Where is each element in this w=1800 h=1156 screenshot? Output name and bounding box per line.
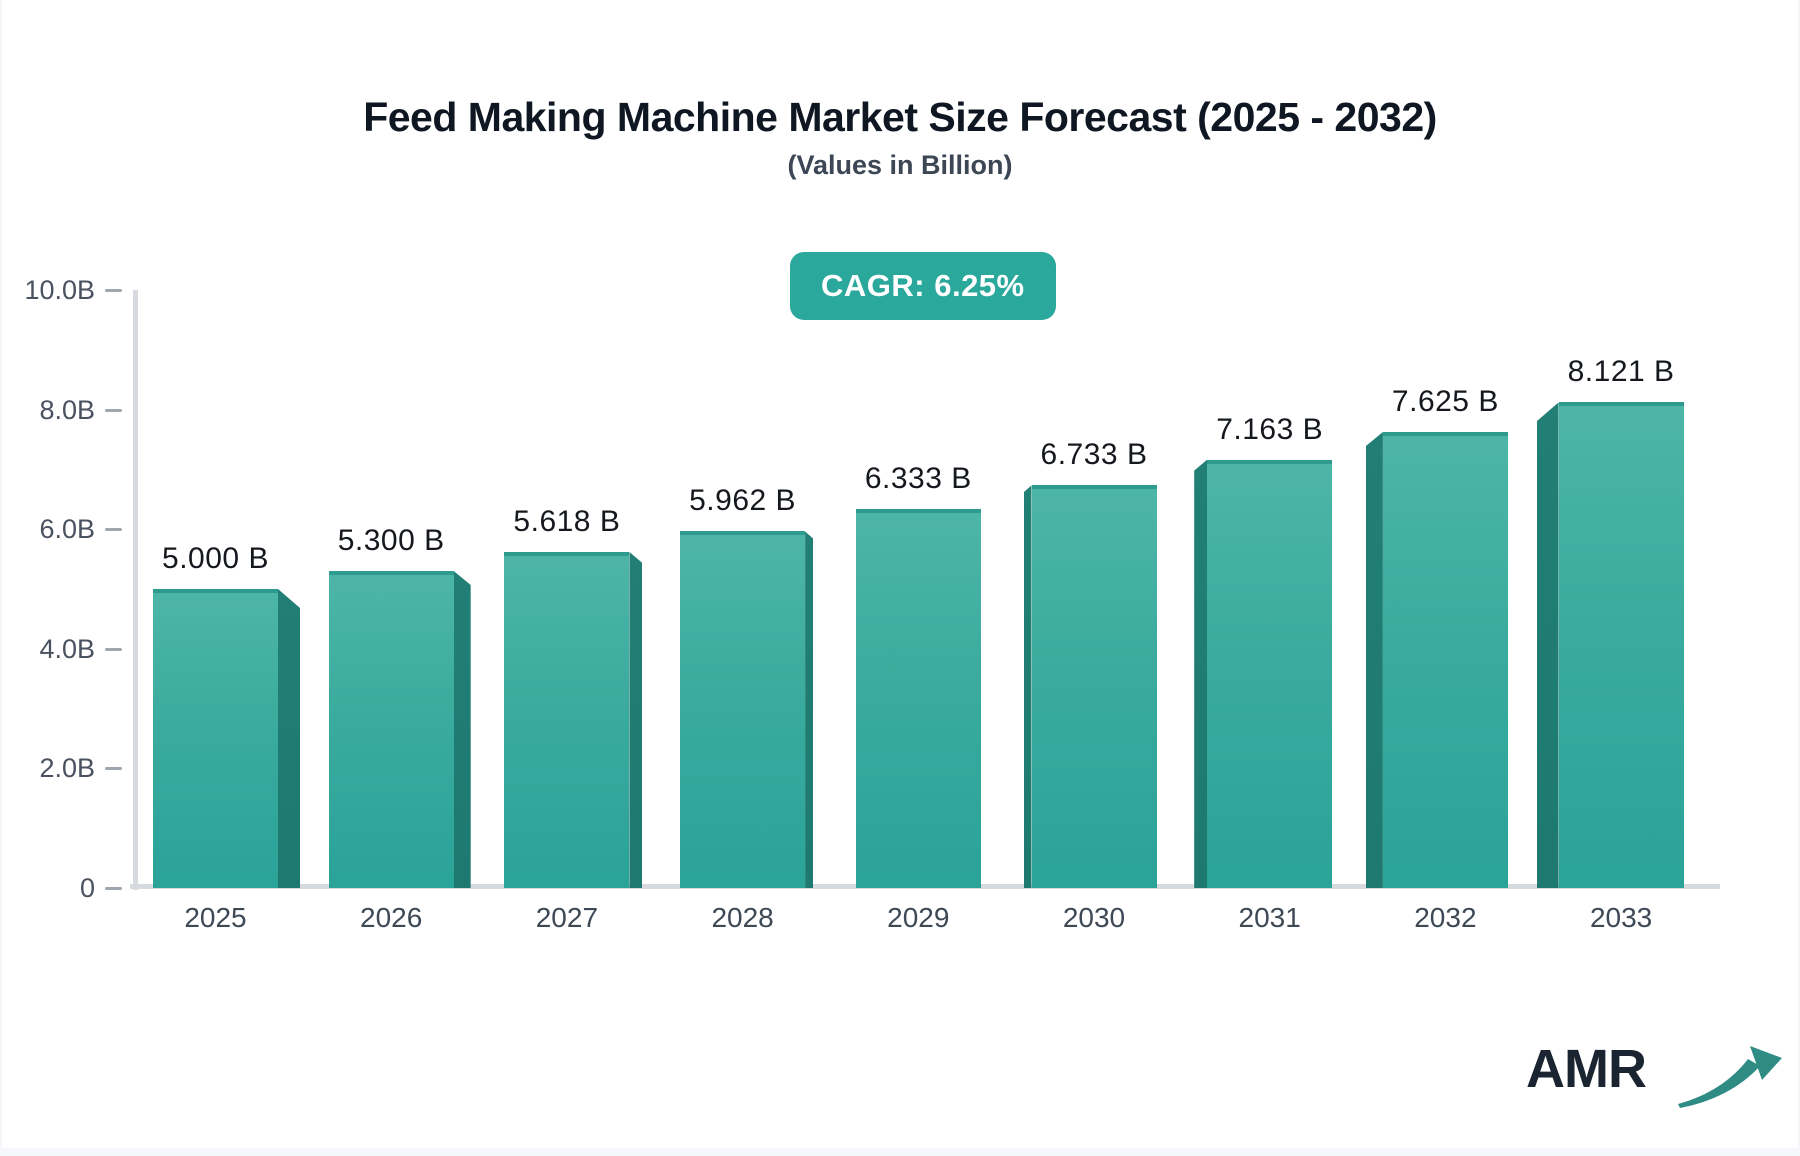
bar-value-label: 5.000 B: [162, 542, 269, 575]
y-tick-dash: [105, 408, 122, 412]
y-tick-label: 2.0B: [39, 753, 95, 784]
bar-side-2030: [1023, 485, 1032, 888]
bar-2025: [153, 589, 278, 888]
y-tick-label: 6.0B: [39, 514, 95, 545]
y-tick-label: 10.0B: [24, 275, 95, 305]
bar-side-2027: [629, 552, 643, 888]
bar-2030: [1031, 485, 1157, 888]
bar-value-label: 7.625 B: [1391, 385, 1499, 419]
x-tick-label: 2027: [535, 902, 599, 933]
x-tick-label: 2031: [1238, 902, 1301, 933]
y-tick-label: 0: [79, 873, 95, 903]
bar-value-label: 6.333 B: [864, 462, 972, 496]
x-tick-label: 2025: [184, 902, 247, 933]
y-tick-dash: [105, 647, 122, 651]
y-tick-label: 8.0B: [39, 394, 95, 425]
chart-subtitle: (Values in Billion): [787, 150, 1013, 180]
bar-2029: [855, 509, 981, 888]
y-tick-label: 4.0B: [39, 633, 95, 664]
bar-value-label: 7.163 B: [1216, 412, 1324, 446]
bar-side-2033: [1536, 402, 1559, 888]
x-tick-label: 2032: [1414, 902, 1477, 933]
bar-value-label: 5.300 B: [337, 524, 445, 558]
x-tick-label: 2033: [1589, 902, 1653, 933]
bar-side-2026: [453, 571, 471, 888]
chart-title: Feed Making Machine Market Size Forecast…: [363, 94, 1437, 140]
x-tick-label: 2026: [360, 902, 423, 933]
logo-text: AMR: [1526, 1039, 1647, 1099]
bar-value-label: 8.121 B: [1567, 355, 1675, 389]
bar-side-2032: [1365, 432, 1383, 888]
bar-value-label: 6.733 B: [1040, 438, 1148, 472]
y-axis-line: [133, 290, 138, 890]
bar-value-label: 5.618 B: [513, 505, 621, 539]
amr-logo: AMR: [1526, 1032, 1782, 1122]
bar-2033: [1558, 402, 1684, 888]
bar-2032: [1382, 432, 1508, 888]
bar-2026: [328, 571, 454, 888]
y-tick-dash: [105, 767, 122, 771]
bar-2031: [1207, 459, 1333, 888]
bar-2027: [504, 552, 630, 888]
logo-arrow-icon: [1678, 1046, 1782, 1108]
cagr-badge: CAGR: 6.25%: [790, 252, 1056, 320]
x-tick-label: 2028: [711, 902, 774, 933]
y-tick-dash: [105, 887, 122, 890]
bar-value-label: 5.962 B: [689, 484, 797, 518]
bar-side-2031: [1194, 459, 1208, 888]
bar-2028: [680, 531, 806, 888]
bar-side-2025: [278, 589, 300, 888]
x-tick-label: 2029: [887, 902, 950, 933]
x-tick-label: 2030: [1062, 902, 1126, 933]
bar-side-2028: [805, 531, 814, 888]
y-tick-dash: [105, 528, 122, 532]
y-tick-dash: [105, 289, 122, 292]
